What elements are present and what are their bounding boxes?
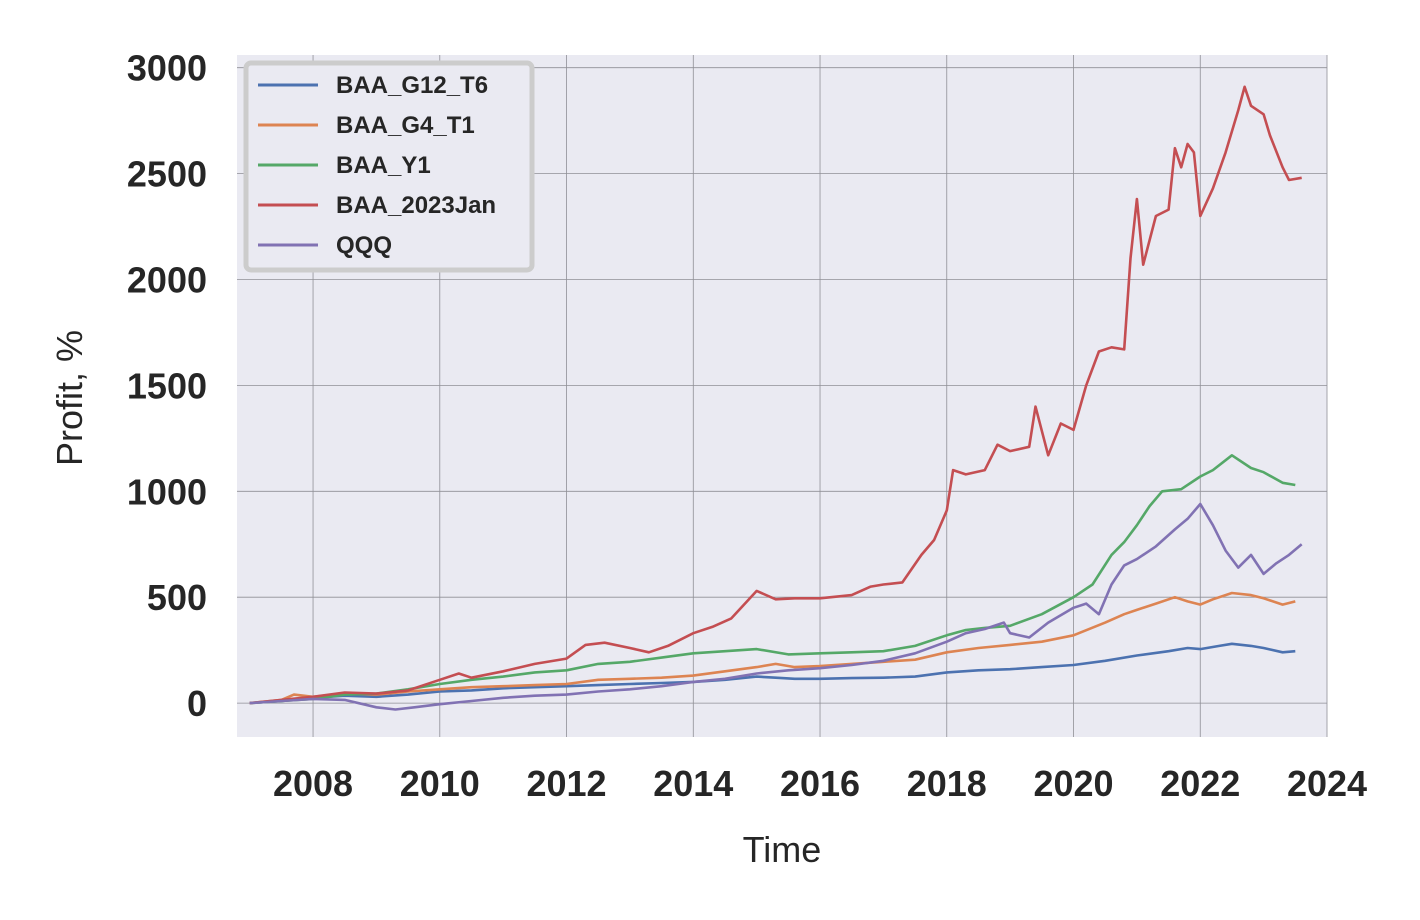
y-tick-label: 1500 xyxy=(127,365,207,406)
x-axis-label: Time xyxy=(743,829,822,870)
x-tick-label: 2008 xyxy=(273,763,353,804)
y-axis-label: Profit, % xyxy=(49,330,90,466)
legend-label-qqq: QQQ xyxy=(336,232,392,259)
x-tick-label: 2016 xyxy=(780,763,860,804)
legend-label-baa-g12-t6: BAA_G12_T6 xyxy=(336,72,488,99)
x-tick-label: 2014 xyxy=(653,763,733,804)
x-tick-label: 2010 xyxy=(400,763,480,804)
x-tick-label: 2012 xyxy=(526,763,606,804)
legend: BAA_G12_T6 BAA_G4_T1 BAA_Y1 BAA_2023Jan QQQ xyxy=(243,60,535,273)
series-line-baa-y1 xyxy=(249,454,1296,705)
legend-label-baa-g4-t1: BAA_G4_T1 xyxy=(336,112,475,139)
y-tick-label: 500 xyxy=(147,577,207,618)
x-axis-tick-labels: 2008 2010 2012 2014 2016 2018 2020 2022 2024 xyxy=(273,763,1367,804)
grid xyxy=(237,55,1328,737)
y-axis-tick-labels: 0 500 1000 1500 2000 2500 3000 xyxy=(127,48,207,724)
x-tick-label: 2020 xyxy=(1033,763,1113,804)
series-line-baa-2023jan xyxy=(249,85,1302,705)
series-line-baa-g4-t1 xyxy=(249,591,1296,705)
y-tick-label: 2500 xyxy=(127,154,207,195)
legend-label-baa-y1: BAA_Y1 xyxy=(336,152,431,179)
x-tick-label: 2024 xyxy=(1287,763,1367,804)
series-line-baa-g12-t6 xyxy=(249,642,1296,705)
series-line-qqq xyxy=(249,502,1303,711)
y-tick-label: 2000 xyxy=(127,260,207,301)
legend-label-baa-2023jan: BAA_2023Jan xyxy=(336,192,496,219)
x-tick-label: 2018 xyxy=(907,763,987,804)
series-layer xyxy=(249,85,1303,711)
x-tick-label: 2022 xyxy=(1160,763,1240,804)
legend-box xyxy=(243,60,535,273)
y-tick-label: 0 xyxy=(187,683,207,724)
y-tick-label: 1000 xyxy=(127,471,207,512)
y-tick-label: 3000 xyxy=(127,48,207,89)
